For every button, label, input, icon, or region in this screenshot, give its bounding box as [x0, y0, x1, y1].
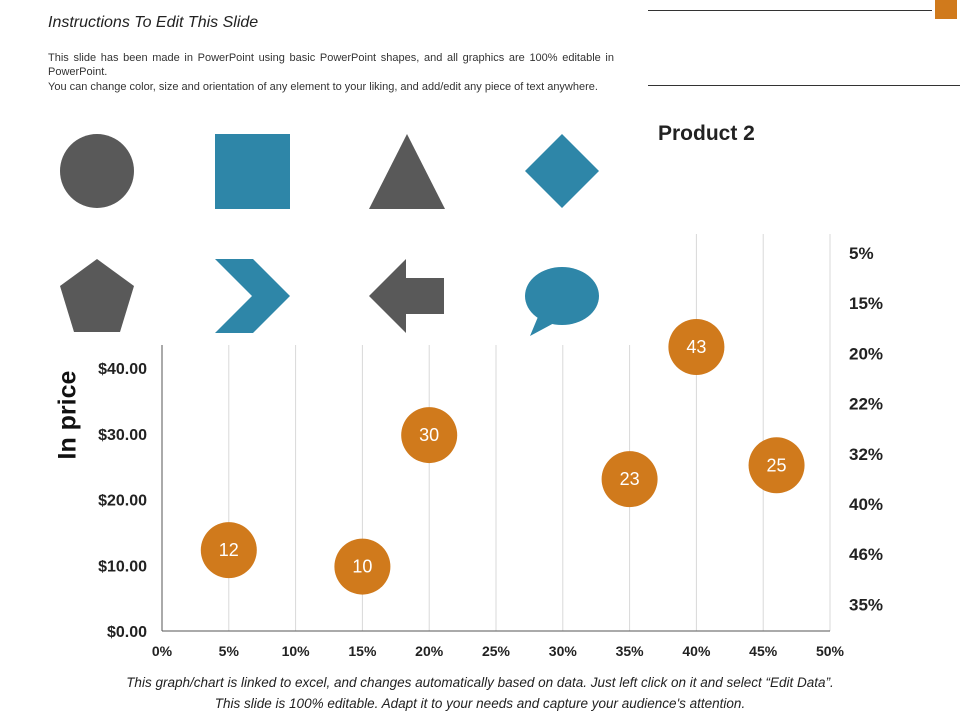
speech-bubble-shape[interactable] — [525, 267, 599, 336]
x-tick-label: 35% — [616, 643, 645, 659]
x-tick-label: 10% — [282, 643, 311, 659]
y-axis-label: In price — [53, 370, 82, 460]
y-tick-label: $10.00 — [98, 558, 147, 575]
right-side-label: 15% — [849, 294, 883, 313]
x-tick-label: 30% — [549, 643, 578, 659]
left-arrow-shape[interactable] — [369, 259, 444, 333]
right-side-label: 22% — [849, 395, 883, 414]
instructions-paragraph-2: You can change color, size and orientati… — [48, 81, 598, 93]
data-label: 30 — [419, 425, 439, 445]
instructions-title: Instructions To Edit This Slide — [48, 14, 259, 31]
x-tick-label: 20% — [415, 643, 444, 659]
data-label: 10 — [352, 557, 372, 577]
data-label: 43 — [686, 337, 706, 357]
data-label: 23 — [620, 469, 640, 489]
x-tick-label: 15% — [348, 643, 377, 659]
circle-shape[interactable] — [60, 134, 134, 208]
footer-line-2: This slide is 100% editable. Adapt it to… — [214, 696, 746, 711]
triangle-shape[interactable] — [369, 134, 445, 209]
right-side-label: 35% — [849, 595, 883, 614]
data-label: 12 — [219, 540, 239, 560]
pentagon-shape[interactable] — [60, 259, 134, 332]
instructions-overlay: Instructions To Edit This Slide This sli… — [0, 0, 648, 345]
data-point — [200, 522, 257, 579]
y-tick-label: $20.00 — [98, 493, 147, 510]
right-side-label: 46% — [849, 545, 883, 564]
x-tick-label: 25% — [482, 643, 511, 659]
data-label: 25 — [767, 455, 787, 475]
y-tick-label: $40.00 — [98, 361, 147, 378]
square-shape[interactable] — [215, 134, 290, 209]
right-side-label: 5% — [849, 244, 874, 263]
header-rule-right — [648, 85, 960, 86]
y-tick-label: $30.00 — [98, 427, 147, 444]
data-point — [668, 318, 725, 375]
x-tick-label: 45% — [749, 643, 778, 659]
editable-shapes — [60, 134, 599, 336]
diamond-shape[interactable] — [525, 134, 599, 208]
x-tick-label: 0% — [152, 643, 173, 659]
x-tick-label: 50% — [816, 643, 845, 659]
right-side-label: 20% — [849, 344, 883, 363]
chevron-shape[interactable] — [215, 259, 290, 333]
data-point — [401, 407, 458, 464]
data-point — [601, 451, 658, 508]
chart-title: Product 2 — [658, 122, 755, 145]
x-tick-label: 5% — [219, 643, 240, 659]
top-rule — [648, 10, 932, 11]
right-side-label: 40% — [849, 495, 883, 514]
accent-square — [935, 0, 957, 19]
data-point — [334, 538, 391, 595]
x-tick-label: 40% — [682, 643, 711, 659]
footer-line-1: This graph/chart is linked to excel, and… — [126, 675, 834, 690]
data-point — [748, 437, 805, 494]
y-tick-label: $0.00 — [107, 624, 147, 641]
right-side-label: 32% — [849, 445, 883, 464]
instructions-paragraph-1: This slide has been made in PowerPoint u… — [48, 52, 614, 78]
